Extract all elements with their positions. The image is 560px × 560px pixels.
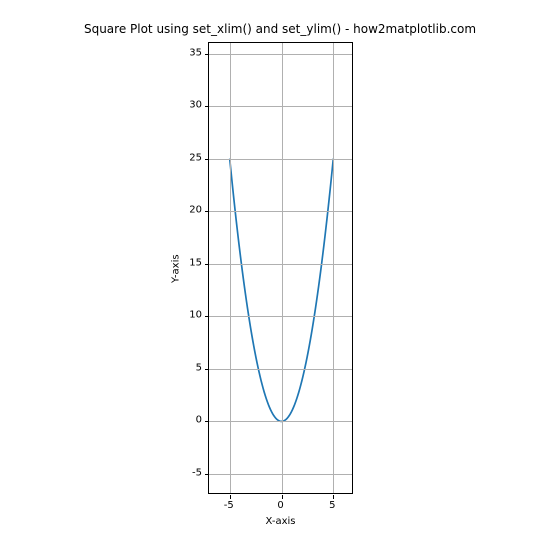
x-tick-mark <box>230 495 231 499</box>
x-tick-label: 5 <box>329 500 335 511</box>
gridline-horizontal <box>209 316 352 317</box>
x-tick-mark <box>333 495 334 499</box>
x-tick-label: -5 <box>224 500 234 511</box>
chart-title: Square Plot using set_xlim() and set_yli… <box>0 22 560 36</box>
y-tick-label: 5 <box>196 362 202 373</box>
gridline-vertical <box>230 43 231 493</box>
gridline-horizontal <box>209 159 352 160</box>
x-tick-label: 0 <box>277 500 283 511</box>
y-tick-mark <box>205 316 209 317</box>
gridline-horizontal <box>209 211 352 212</box>
y-tick-label: 20 <box>189 205 202 216</box>
y-tick-mark <box>205 264 209 265</box>
y-tick-mark <box>205 211 209 212</box>
x-axis-label: X-axis <box>266 516 296 527</box>
y-tick-mark <box>205 421 209 422</box>
y-tick-mark <box>205 106 209 107</box>
y-tick-label: 0 <box>196 415 202 426</box>
plot-axes <box>208 42 353 494</box>
gridline-horizontal <box>209 54 352 55</box>
gridline-horizontal <box>209 264 352 265</box>
figure: Square Plot using set_xlim() and set_yli… <box>0 0 560 560</box>
y-tick-label: 10 <box>189 310 202 321</box>
y-tick-label: -5 <box>192 467 202 478</box>
y-axis-label: Y-axis <box>171 254 182 283</box>
y-tick-label: 15 <box>189 257 202 268</box>
y-tick-mark <box>205 54 209 55</box>
y-tick-label: 30 <box>189 100 202 111</box>
gridline-horizontal <box>209 421 352 422</box>
gridline-horizontal <box>209 106 352 107</box>
y-tick-mark <box>205 369 209 370</box>
y-tick-label: 25 <box>189 152 202 163</box>
y-tick-mark <box>205 474 209 475</box>
gridline-horizontal <box>209 474 352 475</box>
gridline-horizontal <box>209 369 352 370</box>
y-tick-label: 35 <box>189 47 202 58</box>
y-tick-mark <box>205 159 209 160</box>
gridline-vertical <box>282 43 283 493</box>
gridline-vertical <box>333 43 334 493</box>
x-tick-mark <box>282 495 283 499</box>
